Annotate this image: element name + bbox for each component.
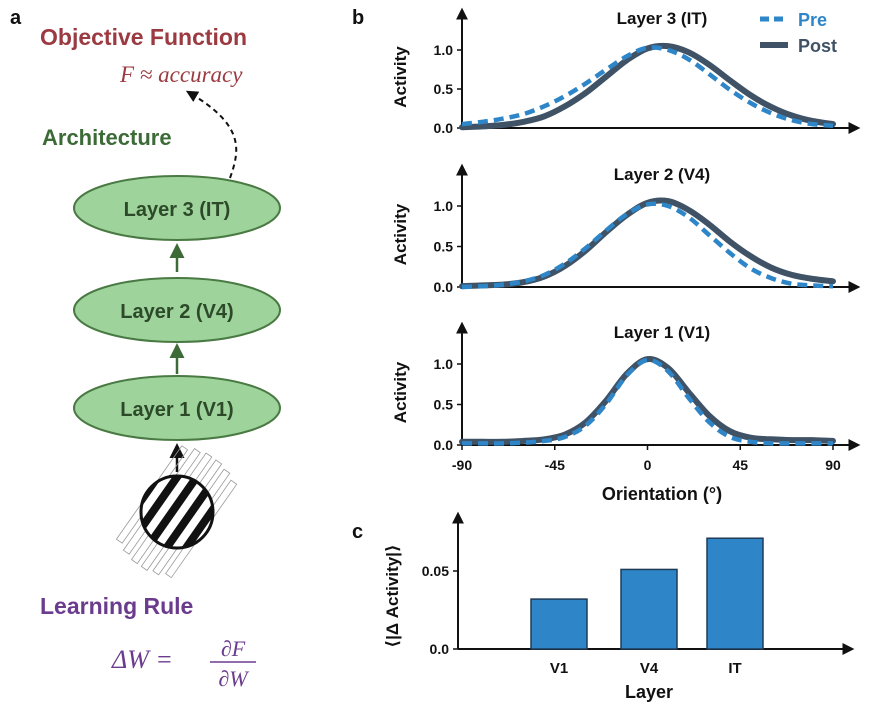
y-tick-label: 0.5 xyxy=(434,397,454,413)
layer-1-ellipse xyxy=(73,375,281,441)
tuning-curve-plot-layer-3: 0.0 0.5 1.0 Activity Layer 3 (IT) Pre Post xyxy=(391,7,861,136)
y-tick-label: 0.5 xyxy=(434,81,454,97)
learning-rule-title: Learning Rule xyxy=(40,593,193,619)
plot-title: Layer 3 (IT) xyxy=(617,9,708,28)
x-axis-label: Orientation (°) xyxy=(602,484,722,504)
x-tick-label: 0 xyxy=(644,457,652,473)
x-axis-label: Layer xyxy=(625,682,673,702)
learning-rule-equation: ΔW = ∂F ∂W xyxy=(111,636,256,691)
pre-curve xyxy=(461,45,834,128)
tuning-curve-plot-layer-1: 0.0 0.5 1.0 Activity Layer 1 (V1) -90 -45 0 45 90… xyxy=(391,321,861,504)
bar-it xyxy=(706,537,764,650)
panel-a: a Objective Function F ≈ accuracy Archit… xyxy=(10,7,281,691)
objective-dashed-arrow xyxy=(185,90,238,179)
learning-rule-denominator: ∂W xyxy=(218,666,249,691)
legend-post-label: Post xyxy=(798,36,837,56)
y-tick-label: 0.0 xyxy=(434,120,454,136)
y-axis-label: Activity xyxy=(391,203,410,265)
x-tick-label: IT xyxy=(728,660,741,677)
panel-c: c 0.0 0.05 V1 V4 IT Layer ⟨|Δ Activity|⟩ xyxy=(352,511,855,702)
pre-curve xyxy=(461,201,834,290)
objective-equation: F ≈ accuracy xyxy=(119,62,243,87)
grating-stimulus-icon xyxy=(115,445,238,579)
layer-3-node: Layer 3 (IT) xyxy=(73,175,281,241)
layer-3-ellipse xyxy=(73,175,281,241)
pre-curve xyxy=(461,357,833,446)
y-tick-label: 0.0 xyxy=(434,279,454,295)
layer-2-label: Layer 2 (V4) xyxy=(120,301,233,323)
y-tick-label: 0.05 xyxy=(422,563,449,579)
x-tick-label: 45 xyxy=(732,457,748,473)
x-tick-label: 90 xyxy=(825,457,841,473)
y-tick-label: 0.0 xyxy=(430,641,450,657)
y-axis-label: Activity xyxy=(391,361,410,423)
post-curve xyxy=(459,197,836,290)
architecture-title: Architecture xyxy=(42,125,172,150)
post-curve xyxy=(459,42,836,131)
y-tick-label: 1.0 xyxy=(434,42,454,58)
delta-activity-bar-chart: 0.0 0.05 V1 V4 IT Layer ⟨|Δ Activity|⟩ xyxy=(383,511,855,702)
y-tick-label: 0.5 xyxy=(434,239,454,255)
x-tick-label: -90 xyxy=(452,457,472,473)
panel-b-label: b xyxy=(352,7,364,29)
x-tick-label: V1 xyxy=(550,660,568,677)
y-axis-label: Activity xyxy=(391,46,410,108)
legend-pre-label: Pre xyxy=(798,10,827,30)
y-tick-label: 0.0 xyxy=(434,437,454,453)
layer-2-ellipse xyxy=(73,277,281,343)
y-tick-label: 1.0 xyxy=(434,356,454,372)
legend: Pre Post xyxy=(760,10,837,56)
plot-title: Layer 1 (V1) xyxy=(614,323,710,342)
objective-function-title: Objective Function xyxy=(40,24,247,50)
bar-v1 xyxy=(530,598,588,650)
plot-title: Layer 2 (V4) xyxy=(614,165,710,184)
y-tick-label: 1.0 xyxy=(434,198,454,214)
learning-rule-lhs: ΔW = xyxy=(111,645,173,674)
y-axis-label: ⟨|Δ Activity|⟩ xyxy=(383,544,402,647)
panel-b: b 0.0 0.5 1.0 Activity Layer 3 (IT) Pre Post 0… xyxy=(352,7,861,504)
learning-rule-numerator: ∂F xyxy=(221,636,246,661)
x-tick-label: V4 xyxy=(640,660,659,677)
layer-1-label: Layer 1 (V1) xyxy=(120,399,233,421)
x-tick-label: -45 xyxy=(545,457,565,473)
layer-1-node: Layer 1 (V1) xyxy=(73,375,281,441)
post-curve xyxy=(459,356,836,445)
bar-v4 xyxy=(620,568,678,650)
panel-a-label: a xyxy=(10,7,22,29)
panel-c-label: c xyxy=(352,521,363,543)
tuning-curve-plot-layer-2: 0.0 0.5 1.0 Activity Layer 2 (V4) xyxy=(391,163,861,295)
layer-3-label: Layer 3 (IT) xyxy=(124,199,231,221)
layer-2-node: Layer 2 (V4) xyxy=(73,277,281,343)
